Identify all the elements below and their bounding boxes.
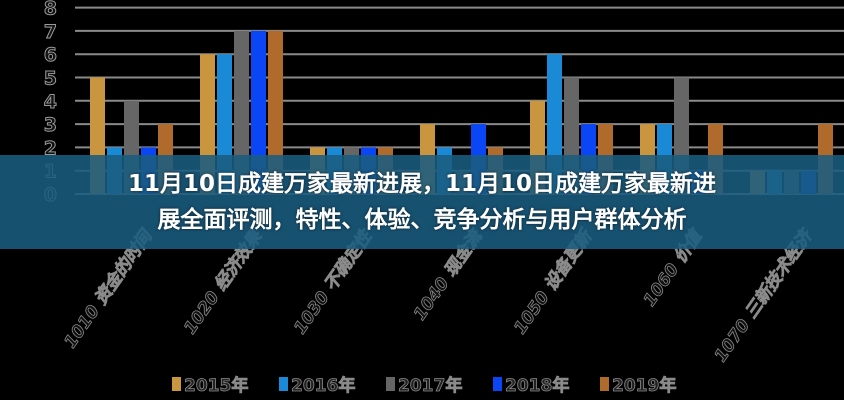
bar — [251, 30, 266, 195]
legend-swatch — [493, 377, 502, 391]
y-tick-label: 6 — [44, 44, 57, 66]
legend-swatch — [279, 377, 288, 391]
y-tick-label: 7 — [44, 21, 57, 43]
y-tick-label: 4 — [44, 91, 57, 113]
legend-label: 2015年 — [184, 375, 248, 396]
legend-swatch — [600, 377, 609, 391]
y-tick-label: 8 — [44, 0, 57, 20]
legend-label: 2016年 — [291, 375, 355, 396]
legend-label: 2017年 — [398, 375, 462, 396]
legend-label: 2018年 — [505, 375, 569, 396]
bar — [234, 30, 249, 195]
legend-label: 2019年 — [612, 375, 676, 396]
legend-swatch — [172, 377, 181, 391]
y-tick-label: 3 — [44, 114, 57, 136]
legend-swatch — [386, 377, 395, 391]
y-tick-label: 5 — [44, 68, 57, 90]
bar — [268, 30, 283, 195]
title-line-1: 11月10日成建万家最新进展，11月10日成建万家最新进 — [127, 171, 717, 197]
title-line-2: 展全面评测，特性、体验、竞争分析与用户群体分析 — [157, 207, 687, 233]
title-banner: 11月10日成建万家最新进展，11月10日成建万家最新进 展全面评测，特性、体验… — [0, 155, 844, 249]
y-tick-label: 2 — [44, 137, 57, 159]
